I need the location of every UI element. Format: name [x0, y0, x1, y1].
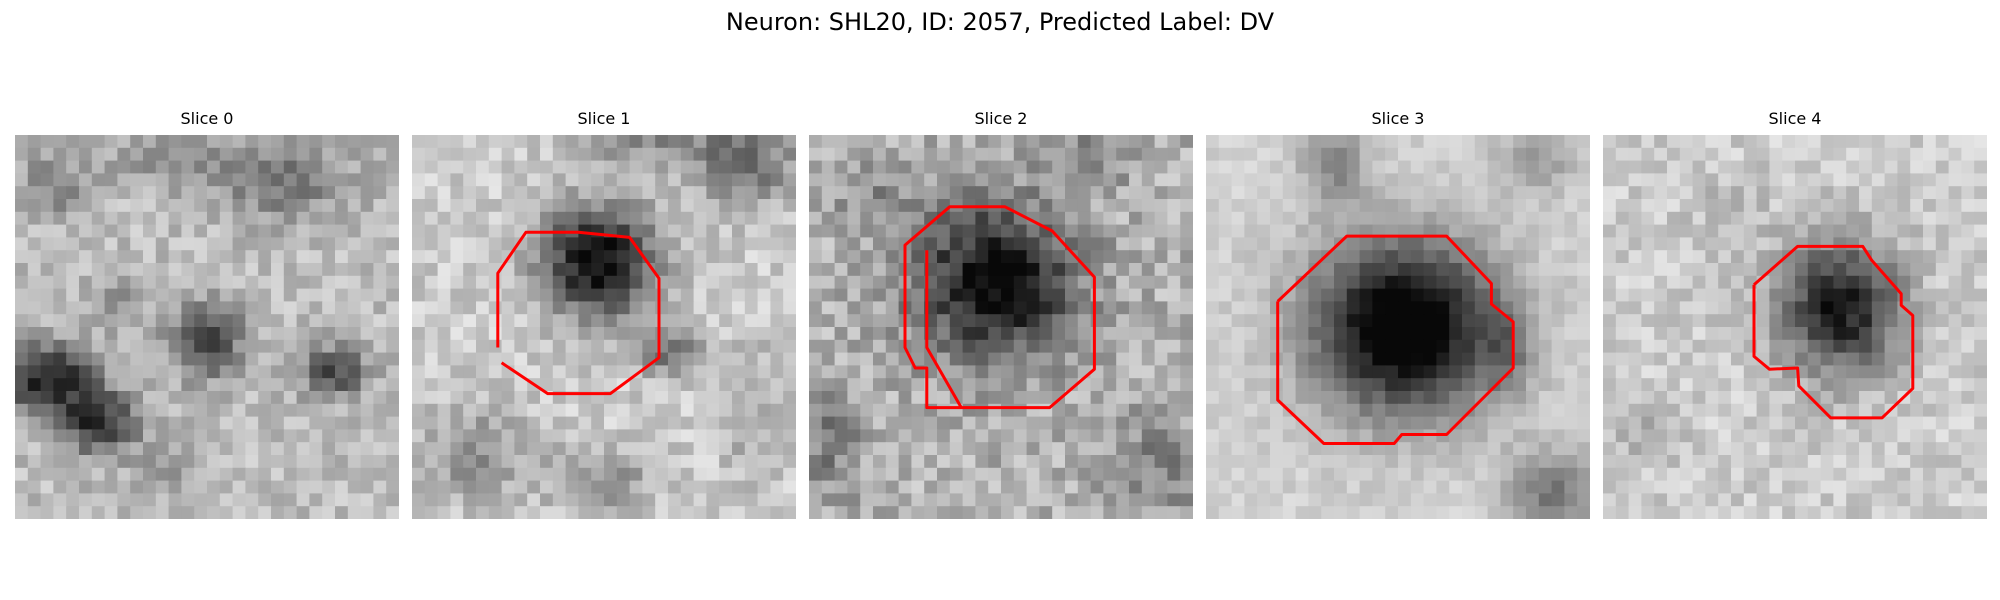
- slice-title: Slice 4: [1768, 109, 1822, 128]
- slice-image: [412, 135, 796, 519]
- slice-image: [1206, 135, 1590, 519]
- slice-panel-0: Slice 0: [15, 108, 399, 519]
- slice-panel-2: Slice 2: [809, 108, 1193, 519]
- slice-image: [1603, 135, 1987, 519]
- slice-panel-3: Slice 3: [1206, 108, 1590, 519]
- roi-contour: [1752, 244, 1915, 420]
- roi-contour: [903, 205, 1096, 410]
- slice-image: [809, 135, 1193, 519]
- slice-title: Slice 2: [974, 109, 1028, 128]
- slice-image: [15, 135, 399, 519]
- slice-panel-1: Slice 1: [412, 108, 796, 519]
- roi-contour: [496, 230, 661, 396]
- slice-panel-4: Slice 4: [1603, 108, 1987, 519]
- slice-title: Slice 3: [1371, 109, 1425, 128]
- figure-title: Neuron: SHL20, ID: 2057, Predicted Label…: [725, 8, 1275, 36]
- slice-title: Slice 1: [577, 109, 631, 128]
- slice-title: Slice 0: [180, 109, 234, 128]
- roi-contour: [1276, 234, 1515, 445]
